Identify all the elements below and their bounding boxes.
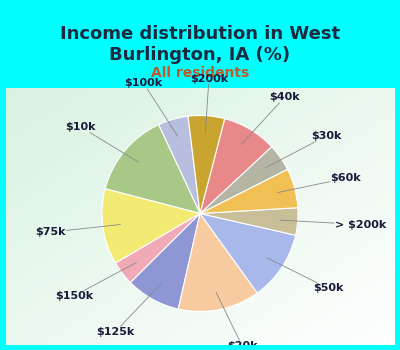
Wedge shape: [130, 214, 200, 309]
Wedge shape: [200, 119, 272, 214]
Text: $60k: $60k: [278, 173, 361, 193]
Text: All residents: All residents: [151, 66, 249, 80]
Wedge shape: [200, 147, 288, 214]
Wedge shape: [105, 125, 200, 214]
Wedge shape: [116, 214, 200, 282]
Text: > $200k: > $200k: [280, 219, 386, 230]
Wedge shape: [102, 189, 200, 263]
Text: $50k: $50k: [267, 258, 343, 293]
Wedge shape: [200, 214, 296, 293]
Text: $200k: $200k: [190, 74, 228, 133]
Text: $100k: $100k: [124, 78, 178, 136]
Text: Income distribution in West
Burlington, IA (%): Income distribution in West Burlington, …: [60, 26, 340, 64]
Wedge shape: [188, 116, 225, 214]
Text: $10k: $10k: [66, 122, 138, 162]
Text: $75k: $75k: [36, 225, 120, 237]
Wedge shape: [158, 116, 200, 214]
Text: $20k: $20k: [216, 292, 258, 350]
Text: $150k: $150k: [55, 262, 136, 301]
Text: $40k: $40k: [241, 92, 300, 145]
Text: $30k: $30k: [266, 131, 341, 168]
Wedge shape: [200, 208, 298, 235]
Wedge shape: [178, 214, 257, 312]
Text: $125k: $125k: [96, 284, 161, 337]
Wedge shape: [200, 169, 298, 214]
